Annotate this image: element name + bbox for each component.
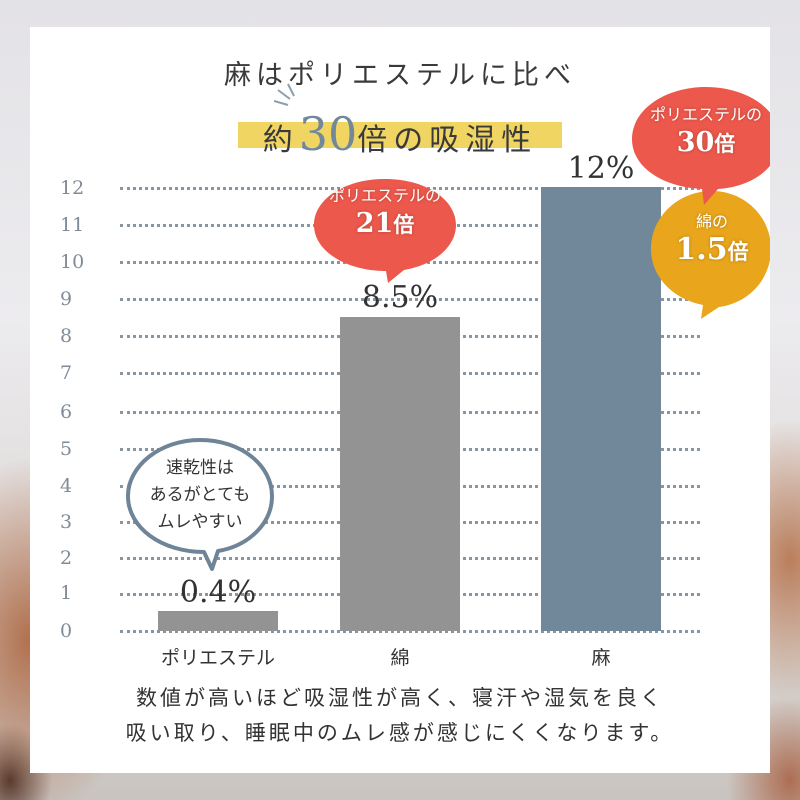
x-label-cotton: 綿 (390, 647, 410, 669)
infographic-card: 麻はポリエステルに比べ 約30倍の吸湿性 12 11 10 9 8 7 6 5 … (30, 27, 770, 773)
y-tick-12: 12 (60, 177, 85, 199)
title-line-2: 約30倍の吸湿性 (238, 107, 562, 161)
speech-bubble-outline-icon (126, 438, 274, 571)
bar-cotton (340, 317, 460, 631)
description: 数値が高いほど吸湿性が高く、寝汗や湿気を良く 吸い取り、睡眠中のムレ感が感じにく… (30, 681, 770, 751)
y-tick-7: 7 (60, 362, 73, 384)
linen-red-bubble-text: ポリエステルの 30倍 (626, 104, 770, 161)
title-number: 30 (298, 107, 358, 161)
y-tick-11: 11 (60, 214, 85, 236)
bubble-big-text: 30倍 (626, 126, 770, 161)
bubble-small-text: 綿の (695, 212, 728, 231)
speech-bubble-red-icon (632, 87, 770, 205)
speech-bubble-red-icon (314, 179, 456, 283)
speech-bubble-orange-icon (651, 191, 770, 319)
gridline (120, 630, 700, 633)
bubble-big-text: 1.5倍 (650, 233, 770, 269)
value-label-cotton: 8.5% (361, 280, 439, 315)
bar-polyester (158, 611, 278, 631)
polyester-bubble-text: 速乾性は あるがとても ムレやすい (120, 455, 280, 536)
y-tick-4: 4 (60, 475, 73, 497)
y-tick-6: 6 (60, 401, 73, 423)
bubble-unit: 倍 (393, 212, 415, 237)
y-tick-9: 9 (60, 288, 73, 310)
x-label-polyester: ポリエステル (160, 647, 275, 669)
bar-linen (541, 187, 661, 631)
x-label-linen: 麻 (591, 647, 611, 669)
bubble-big-text: 21倍 (310, 207, 460, 242)
y-tick-0: 0 (60, 620, 73, 642)
y-tick-10: 10 (60, 251, 85, 273)
y-tick-2: 2 (60, 547, 73, 569)
description-line-2: 吸い取り、睡眠中のムレ感が感じにくくなります。 (125, 721, 675, 745)
y-tick-5: 5 (60, 438, 73, 460)
bubble-number: 21 (355, 208, 394, 239)
sparkle-icon (274, 83, 295, 106)
bubble-number: 30 (676, 127, 715, 158)
bubble-line: あるがとても (149, 485, 251, 505)
title-highlight (238, 122, 562, 148)
bubble-number: 1.5 (675, 232, 728, 267)
bubble-line: ムレやすい (157, 512, 243, 532)
title-prefix: 約 (262, 123, 299, 158)
bubble-unit: 倍 (727, 239, 749, 264)
gridline (120, 298, 700, 301)
y-tick-8: 8 (60, 325, 73, 347)
bubble-line: 速乾性は (166, 458, 234, 478)
description-line-1: 数値が高いほど吸湿性が高く、寝汗や湿気を良く (136, 686, 664, 710)
title-suffix: 倍の吸湿性 (357, 123, 538, 158)
bubble-small-text: ポリエステルの (649, 105, 762, 124)
y-tick-3: 3 (60, 511, 73, 533)
title-line-1: 麻はポリエステルに比べ (224, 60, 576, 91)
cotton-bubble-text: ポリエステルの 21倍 (310, 185, 460, 242)
value-label-polyester: 0.4% (179, 575, 257, 610)
bubble-unit: 倍 (714, 131, 736, 156)
value-label-linen: 12% (567, 151, 635, 186)
linen-orange-bubble-text: 綿の 1.5倍 (650, 211, 770, 269)
y-tick-1: 1 (60, 582, 73, 604)
bubble-small-text: ポリエステルの (328, 186, 441, 205)
